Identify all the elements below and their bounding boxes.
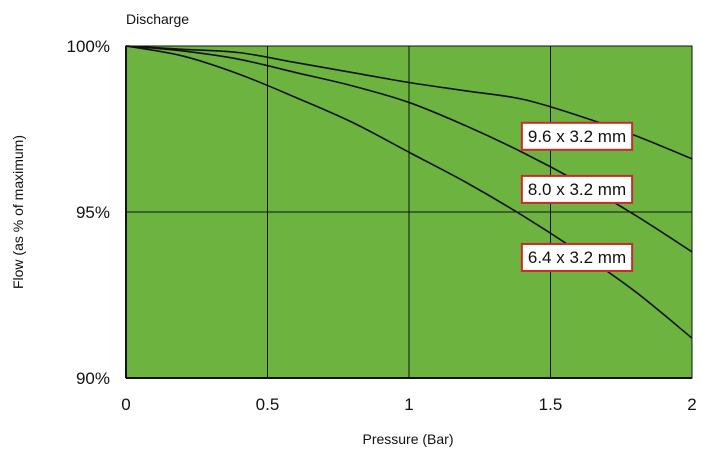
axes [125, 45, 693, 379]
x-tick-label: 0.5 [256, 395, 280, 414]
x-tick-labels: 0 0.5 1 1.5 2 [121, 395, 696, 414]
series-label-box [520, 174, 634, 204]
series-label-box [520, 121, 634, 151]
y-axis-label: Flow (as % of maximum) [10, 135, 26, 289]
series-label-text: 6.4 x 3.2 mm [528, 248, 626, 267]
series-line-0 [125, 45, 693, 160]
x-tick-label: 1.5 [539, 395, 563, 414]
series-label-0: 9.6 x 3.2 mm [520, 121, 634, 151]
x-tick-label: 2 [687, 395, 696, 414]
series-label-1: 8.0 x 3.2 mm [520, 174, 634, 204]
y-tick-labels: 90% 95% 100% [67, 37, 110, 388]
series-label-2: 6.4 x 3.2 mm [520, 242, 634, 272]
series-labels: 9.6 x 3.2 mm 8.0 x 3.2 mm 6.4 x 3.2 mm [520, 121, 634, 272]
series-label-box [520, 242, 634, 272]
x-tick-label: 0 [121, 395, 130, 414]
x-axis-label: Pressure (Bar) [362, 431, 453, 447]
x-tick-label: 1 [404, 395, 413, 414]
series-label-text: 8.0 x 3.2 mm [528, 180, 626, 199]
chart-title: Discharge [126, 11, 189, 27]
y-tick-label: 100% [67, 37, 110, 56]
series-label-text: 9.6 x 3.2 mm [528, 127, 626, 146]
y-tick-label: 90% [76, 369, 110, 388]
y-tick-label: 95% [76, 203, 110, 222]
